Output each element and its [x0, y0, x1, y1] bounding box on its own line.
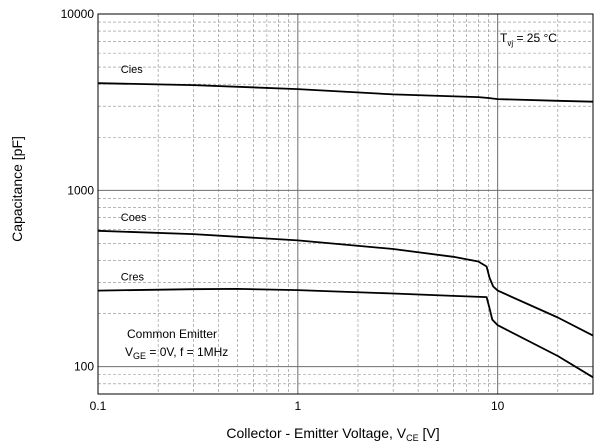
series-line-cies: [97, 82, 594, 103]
condition-line-1: Common Emitter: [127, 327, 217, 341]
series-label-cres: Cres: [121, 272, 145, 284]
temperature-annotation: Tvj = 25 °C: [500, 31, 557, 48]
plot-frame: [97, 13, 594, 395]
x-axis-title: Collector - Emitter Voltage, VCE [V]: [226, 425, 439, 443]
y-tick-label: 1000: [67, 183, 94, 197]
y-tick-labels: 100 1000 10000: [61, 7, 95, 374]
x-tick-labels: 0.1 1 10: [90, 399, 505, 413]
series-label-coes: Coes: [121, 212, 147, 224]
series-label-cies: Cies: [121, 64, 144, 76]
condition-line-2: VGE = 0V, f = 1MHz: [125, 345, 228, 361]
y-tick-label: 100: [74, 360, 94, 374]
x-tick-label: 10: [491, 399, 505, 413]
y-tick-label: 10000: [61, 7, 95, 21]
x-tick-label: 0.1: [90, 399, 107, 413]
x-tick-label: 1: [294, 399, 301, 413]
series-layer: [97, 82, 594, 379]
minor-grid: [98, 14, 593, 394]
series-labels: Cies Coes Cres: [121, 64, 147, 283]
series-line-cres: [97, 288, 594, 379]
y-axis-title: Capacitance [pF]: [9, 136, 25, 242]
series-line-coes: [97, 229, 594, 337]
